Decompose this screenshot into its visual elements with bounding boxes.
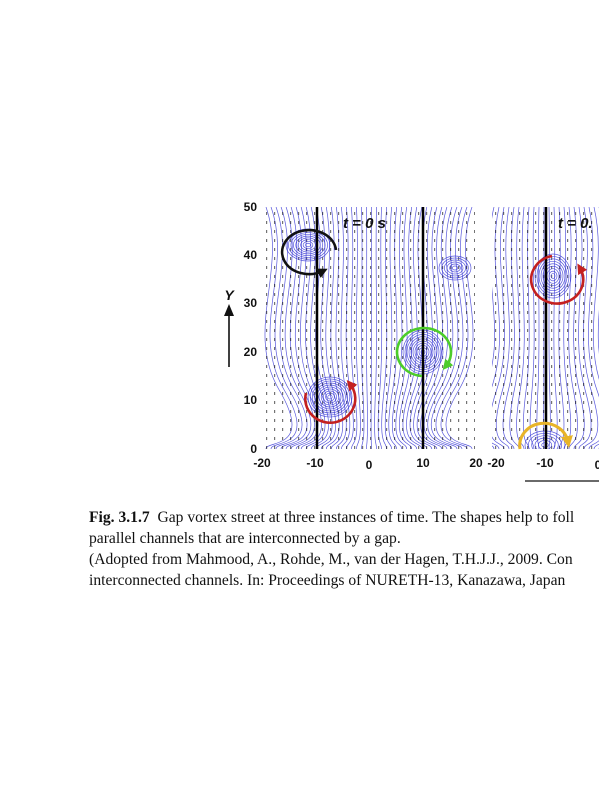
x-tick: -20: [253, 456, 271, 470]
time-label-right: t = 0.: [558, 215, 593, 232]
time-label-left: t = 0 s: [343, 215, 386, 232]
x-tick: 10: [416, 456, 430, 470]
y-axis: 50 40 30 20 10 0 Y: [224, 200, 257, 456]
y-tick: 50: [244, 200, 258, 214]
vortex-black-icon: [280, 228, 338, 278]
vortex-yellow-icon: [518, 421, 573, 450]
x-tick: 0: [595, 458, 599, 472]
y-axis-name: Y: [224, 287, 235, 303]
caption-line-4: interconnected channels. In: Proceedings…: [89, 572, 566, 589]
y-tick: 30: [244, 296, 258, 310]
x-axis: -20 -10 0 10 20 -20 -10 0: [253, 456, 599, 482]
vortex-green-icon: [395, 326, 454, 378]
y-tick: 0: [250, 442, 257, 456]
x-tick: 20: [469, 456, 483, 470]
x-tick: -10: [306, 456, 324, 470]
vortex-red-icon: [304, 379, 358, 425]
y-tick: 20: [244, 345, 258, 359]
vortex-red-2-icon: [529, 254, 588, 305]
panel-left: t = 0 s: [263, 207, 475, 449]
caption-line-1: Fig. 3.1.7 Gap vortex street at three in…: [89, 507, 599, 528]
y-tick: 40: [244, 248, 258, 262]
panel-right: t = 0.: [492, 207, 599, 450]
flow-figure: t = 0 s t = 0.: [224, 200, 599, 482]
figure-caption: Fig. 3.1.7 Gap vortex street at three in…: [89, 507, 599, 591]
caption-line-2: parallel channels that are interconnecte…: [89, 530, 401, 547]
x-tick: -10: [536, 456, 554, 470]
y-axis-arrow-icon: [224, 304, 234, 367]
y-tick: 10: [244, 393, 258, 407]
x-tick: -20: [487, 456, 505, 470]
x-tick: 0: [366, 458, 373, 472]
figure-label: Fig. 3.1.7: [89, 509, 150, 526]
caption-text: Gap vortex street at three instances of …: [157, 509, 575, 526]
streamline-plot: t = 0 s t = 0.: [224, 200, 599, 482]
caption-line-3: (Adopted from Mahmood, A., Rohde, M., va…: [89, 551, 573, 568]
